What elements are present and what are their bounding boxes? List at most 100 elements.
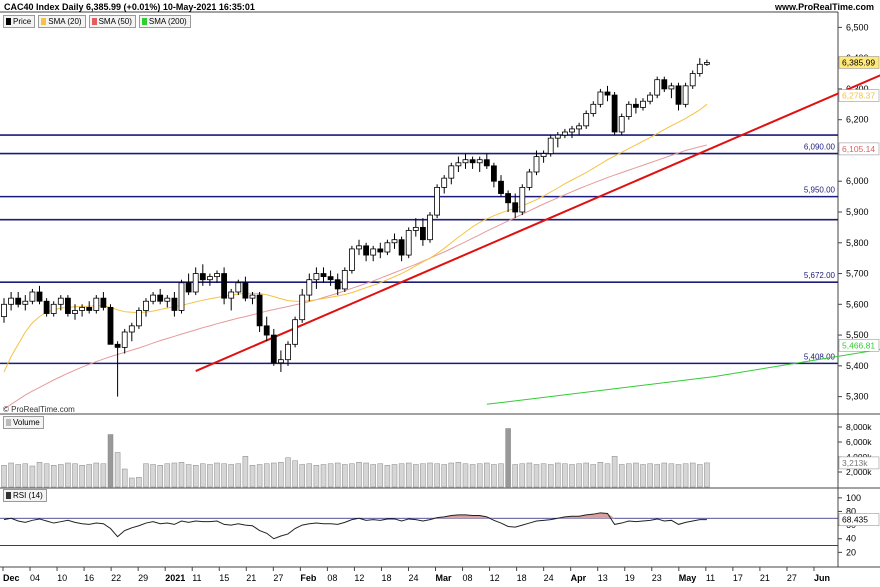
time-tick-label: Mar [436, 573, 453, 583]
volume-bar [462, 463, 469, 488]
rsi-label: RSI (14) [13, 491, 43, 500]
candle-body [22, 300, 29, 305]
volume-bar [626, 463, 632, 488]
candle-body [50, 303, 57, 314]
legend-sma20[interactable]: SMA (20) [38, 15, 86, 28]
time-tick-label: 17 [733, 573, 743, 583]
time-tick-label: 11 [706, 573, 715, 583]
volume-bar [420, 463, 426, 488]
time-tick-label: Feb [300, 573, 317, 583]
candle-body [434, 186, 441, 216]
candle-body [348, 248, 355, 271]
candle-body [292, 319, 299, 345]
volume-bar [342, 464, 348, 488]
time-tick-label: 23 [652, 573, 662, 583]
candle-body [611, 94, 618, 133]
time-tick-label: Apr [571, 573, 587, 583]
volume-bar [271, 462, 277, 488]
price-value-tag-label: 6,105.14 [842, 144, 875, 154]
candle-body [221, 273, 228, 299]
rsi-value-tag [838, 513, 880, 526]
volume-bar [689, 462, 696, 488]
legend-sma50[interactable]: SMA (50) [88, 15, 136, 28]
candle-body [540, 153, 547, 158]
volume-bar [171, 462, 178, 488]
candle-body [498, 180, 504, 194]
candle-body [569, 128, 575, 133]
horizontal-level-label: 5,408.00 [804, 352, 836, 361]
volume-bar [682, 463, 689, 488]
time-tick-label: 27 [787, 573, 797, 583]
volume-bar [512, 464, 518, 488]
volume-bar [384, 465, 391, 488]
candle-body [285, 343, 291, 361]
volume-bar [285, 457, 291, 488]
price-tick-label: 5,400 [846, 361, 869, 371]
volume-bar [675, 464, 682, 488]
volume-bar [86, 464, 92, 488]
volume-tick-label: 8,000k [846, 422, 872, 432]
time-tick-label: 15 [219, 573, 229, 583]
candle-body [398, 239, 405, 256]
horizontal-level-label: 5,672.00 [804, 271, 836, 280]
time-tick-label: 24 [408, 573, 418, 583]
time-tick-label: 08 [463, 573, 473, 583]
candle-body [675, 85, 682, 105]
price-tick-label: 5,700 [846, 269, 869, 279]
volume-bar [36, 462, 43, 488]
legend-sma200[interactable]: SMA (200) [138, 15, 191, 28]
legend-sma200-label: SMA (200) [148, 17, 187, 26]
volume-bar [704, 462, 710, 488]
candle-body [320, 273, 327, 278]
candle-body [249, 294, 256, 299]
volume-bar [157, 465, 163, 488]
volume-value-tag-label: 3,213k [842, 458, 868, 468]
volume-bar [370, 464, 376, 488]
volume-bar [313, 465, 320, 488]
volume-bar [249, 465, 256, 488]
site-url[interactable]: www.ProRealTime.com [774, 2, 874, 12]
candle-body [228, 291, 235, 299]
candle-body [441, 177, 448, 188]
candle-body [79, 306, 85, 311]
volume-bar [242, 456, 249, 488]
volume-bar [214, 462, 220, 488]
volume-bar [405, 462, 412, 488]
price-tick-label: 5,600 [846, 299, 869, 309]
volume-bar [363, 462, 369, 488]
candle-body [143, 300, 149, 311]
time-tick-label: 16 [84, 573, 94, 583]
candle-body [128, 325, 135, 333]
candle-body [327, 276, 334, 281]
legend-sma200-swatch [141, 18, 147, 25]
candle-body [370, 248, 377, 256]
rsi-tick-label: 20 [846, 547, 856, 557]
volume-bar [349, 463, 355, 488]
candle-body [157, 294, 164, 302]
volume-label: Volume [13, 418, 40, 427]
volume-bar [334, 462, 341, 488]
candle-body [483, 159, 490, 167]
candle-body [547, 137, 554, 154]
volume-bar [633, 462, 639, 488]
volume-bar [533, 464, 540, 488]
candle-body [526, 171, 533, 188]
time-tick-label: 12 [354, 573, 364, 583]
candle-body [8, 297, 15, 305]
price-tick-label: 6,500 [846, 22, 869, 32]
volume-bar [604, 463, 611, 488]
legend-price[interactable]: Price [3, 15, 36, 28]
time-tick-label: Dec [3, 573, 20, 583]
volume-bar [441, 464, 447, 488]
candle-body [405, 230, 412, 256]
candle-body [476, 159, 483, 164]
volume-bar [491, 464, 497, 488]
volume-legend[interactable]: Volume [3, 416, 44, 429]
volume-bar [107, 434, 114, 488]
candle-body [313, 273, 320, 281]
volume-bar [569, 464, 575, 488]
rsi-legend[interactable]: RSI (14) [3, 489, 47, 502]
candle-body [341, 270, 348, 290]
candle-body [270, 334, 277, 364]
price-tick-label: 5,800 [846, 238, 869, 248]
